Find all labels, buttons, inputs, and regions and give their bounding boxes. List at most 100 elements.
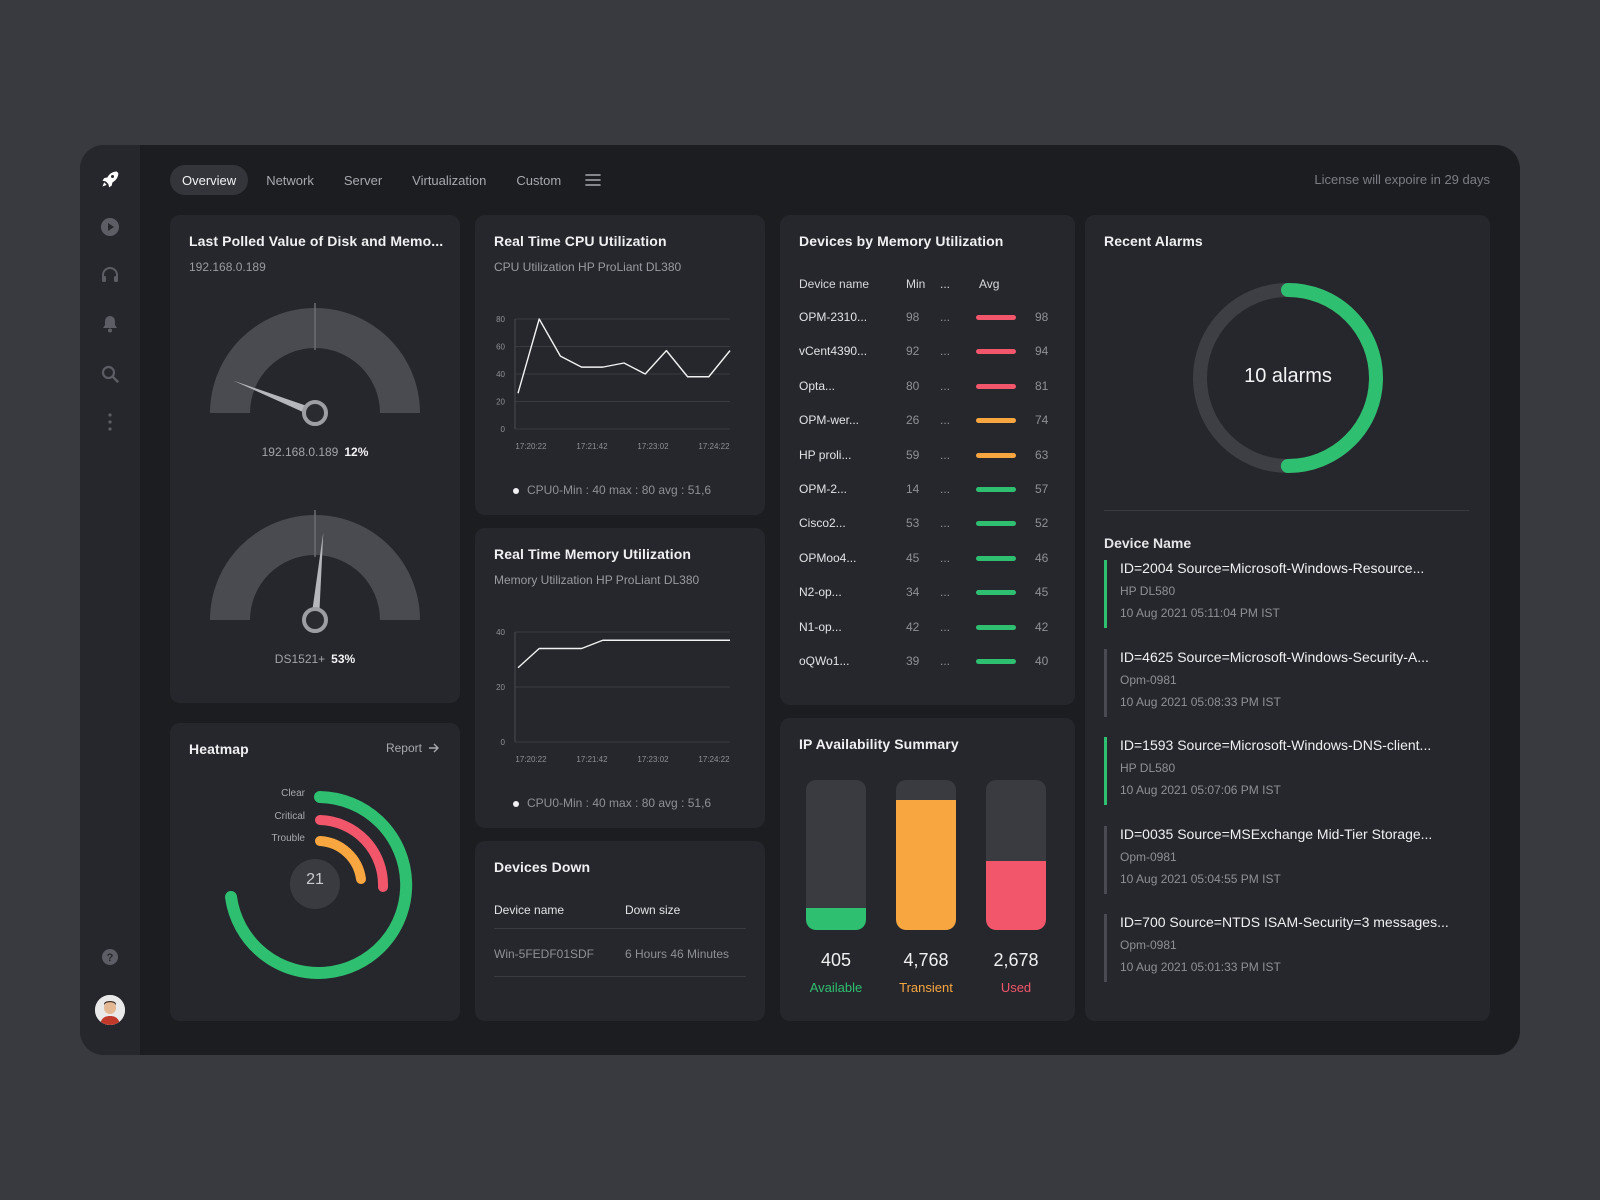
transient-bar [896,780,956,930]
avg-value: 40 [1035,654,1049,668]
card-subtitle: Memory Utilization HP ProLiant DL380 [494,573,700,587]
used-bar [986,780,1046,930]
device-name-heading: Device Name [1104,535,1192,551]
cpu-line-chart: 0 20 40 60 80 17:20:22 17:21:42 17:23:02 17:24:2… [496,315,731,451]
alarm-time: 10 Aug 2021 05:01:33 PM IST [1120,960,1281,974]
headphones-icon[interactable] [98,263,122,287]
utilization-bar [976,315,1016,320]
transient-bar-fill [896,799,956,930]
alarm-item[interactable]: ID=4625 Source=Microsoft-Windows-Securit… [1104,648,1464,717]
y-tick-label: 20 [496,683,505,692]
down-device-size: 6 Hours 46 Minutes [625,947,730,961]
sidebar: ? [80,145,140,1055]
device-name: oQWo1... [799,654,850,668]
device-name: HP proli... [799,447,852,462]
avg-value: 98 [1035,310,1049,324]
more-value: ... [940,619,951,634]
alarm-title: ID=4625 Source=Microsoft-Windows-Securit… [1120,648,1429,665]
disk-gauge-label: 192.168.0.189 12% [170,445,460,459]
device-name: OPM-2... [799,482,848,496]
more-value: ... [940,516,951,531]
header-min: Min [906,277,926,291]
alarm-title: ID=0035 Source=MSExchange Mid-Tier Stora… [1120,825,1433,842]
table-row[interactable]: vCent4390... 92... 94 [780,344,1075,378]
tab-server[interactable]: Server [343,172,383,188]
table-row[interactable]: OPM-2310... 98... 98 [780,310,1075,344]
alarm-item[interactable]: ID=1593 Source=Microsoft-Windows-DNS-cli… [1104,737,1464,805]
tab-overview[interactable]: Overview [170,165,249,195]
table-row[interactable]: N2-op... 34... 45 [780,585,1075,619]
y-tick-label: 0 [501,738,506,747]
play-icon[interactable] [98,215,122,239]
x-tick-label: 17:21:42 [576,442,608,451]
table-row[interactable]: N1-op... 42... 42 [780,620,1075,654]
device-name: OPM-wer... [799,413,860,428]
y-tick-label: 40 [496,370,505,379]
header-more: ... [940,277,951,291]
min-value: 34 [906,585,920,600]
y-tick-label: 40 [496,628,505,637]
search-icon[interactable] [98,362,122,386]
device-name: Cisco2... [799,516,846,531]
min-value: 53 [906,516,920,531]
alarm-title: ID=2004 Source=Microsoft-Windows-Resourc… [1120,560,1425,576]
min-value: 92 [906,344,920,359]
tab-network[interactable]: Network [266,172,314,188]
avg-value: 94 [1035,344,1049,359]
memory-legend: CPU0-Min : 40 max : 80 avg : 51,6 [513,796,711,810]
alarm-count: 10 alarms [1244,365,1332,387]
table-row[interactable]: OPM-2... 14... 57 [780,482,1075,516]
alarm-source: HP DL580 [1120,584,1176,598]
table-row[interactable]: Opta... 80... 81 [780,379,1075,413]
tab-custom[interactable]: Custom [516,172,562,188]
table-row[interactable]: HP proli... 59... 63 [780,448,1075,482]
table-row[interactable]: Cisco2... 53... 52 [780,516,1075,550]
avatar[interactable] [95,995,125,1025]
report-link[interactable]: Report [386,741,440,755]
tab-virtualization[interactable]: Virtualization [412,172,487,188]
y-tick-label: 20 [496,398,505,407]
disk-gauge [210,303,420,426]
dashboard-window: ? Overview Network Server Virtualization… [80,145,1520,1055]
memory-gauge [210,510,420,633]
card-title: Last Polled Value of Disk and Memo... [189,233,444,249]
min-value: 59 [906,447,920,462]
report-label: Report [385,741,422,755]
header-device-name: Device name [799,277,870,291]
cpu-utilization-card: Real Time CPU Utilization CPU Utilizatio… [475,215,765,515]
gauge-value: 12% [344,445,369,459]
series-line [517,639,730,669]
more-value: ... [940,550,951,565]
more-value: ... [940,482,951,496]
table-row[interactable]: OPMoo4... 45... 46 [780,551,1075,585]
more-value: ... [940,447,951,462]
x-tick-label: 17:24:22 [698,442,730,451]
table-row[interactable]: OPM-wer... 26... 74 [780,413,1075,447]
card-subtitle: 192.168.0.189 [189,260,266,274]
rocket-icon[interactable] [98,167,122,191]
bell-icon[interactable] [98,312,122,336]
card-title: Devices Down [494,859,591,875]
more-value: ... [940,413,951,428]
avg-value: 42 [1035,619,1049,634]
alarm-item[interactable]: ID=0035 Source=MSExchange Mid-Tier Stora… [1104,825,1464,894]
more-vertical-icon[interactable] [98,410,122,434]
header-avg: Avg [979,277,1000,291]
y-tick-label: 80 [496,315,505,324]
hamburger-menu-icon[interactable] [579,165,607,195]
x-tick-label: 17:21:42 [576,755,608,764]
alarm-item[interactable]: ID=2004 Source=Microsoft-Windows-Resourc… [1104,560,1464,628]
memory-line-chart: 0 20 40 17:20:22 17:21:42 17:23:02 17:24:22 [496,628,730,764]
more-value: ... [940,654,951,668]
help-icon[interactable]: ? [98,945,122,969]
gauge-device: DS1521+ [274,652,326,666]
min-value: 98 [906,310,920,324]
alarm-item[interactable]: ID=700 Source=NTDS ISAM-Security=3 messa… [1104,914,1464,982]
available-bar-fill [806,907,866,930]
table-divider [494,928,746,929]
utilization-bar [976,418,1016,424]
alarm-source: Opm-0981 [1120,849,1177,864]
card-title: Heatmap [189,741,249,757]
heatmap-card: Heatmap Report 21 Clear Critical Trouble [170,723,460,1021]
table-row[interactable]: oQWo1... 39... 40 [780,654,1075,688]
